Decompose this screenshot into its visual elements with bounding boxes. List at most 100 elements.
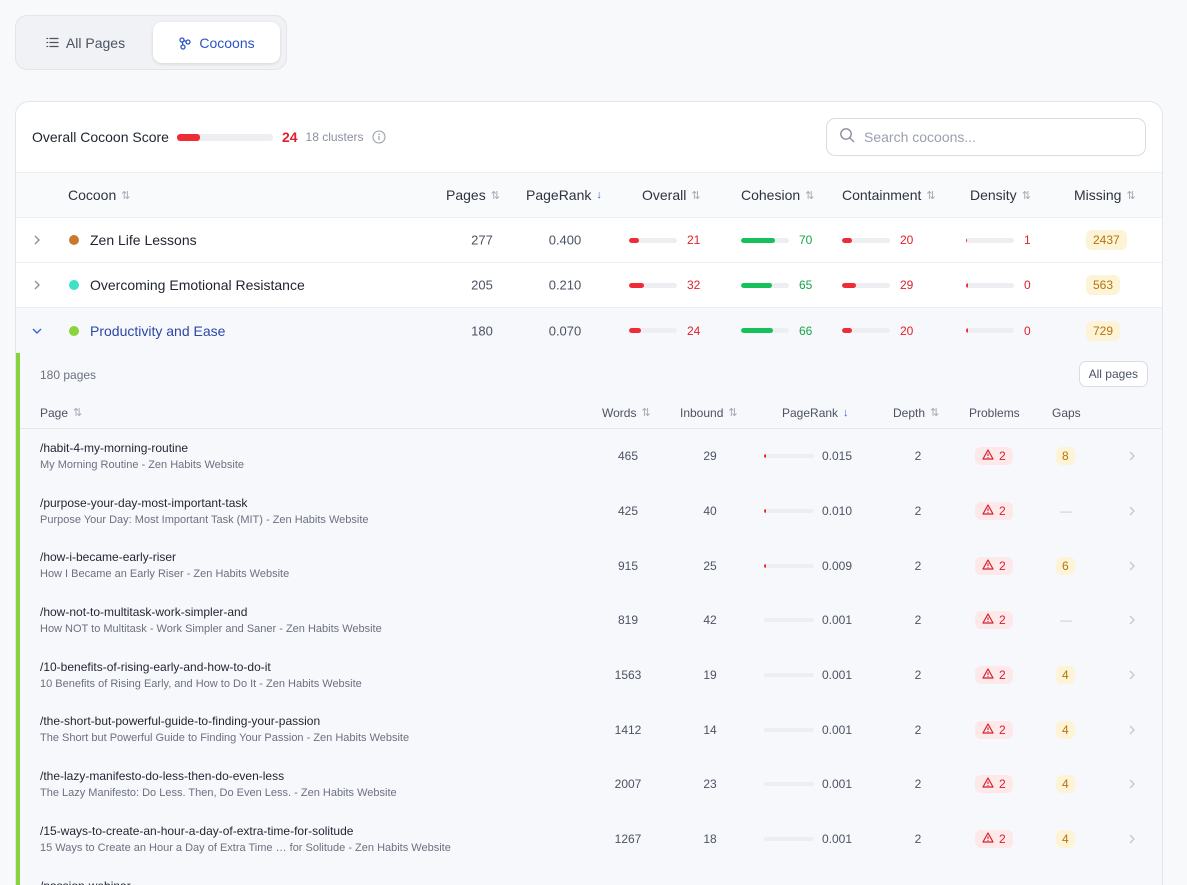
- warning-icon: [982, 832, 994, 846]
- page-row[interactable]: /passion-webinar: [20, 867, 1162, 885]
- col-depth[interactable]: Depth ⇅: [893, 405, 940, 420]
- search-box[interactable]: [826, 118, 1146, 156]
- cocoon-missing: 563: [1086, 275, 1121, 295]
- chevron-right-icon[interactable]: [1126, 505, 1138, 517]
- chevron-right-icon[interactable]: [1126, 833, 1138, 845]
- page-row[interactable]: /purpose-your-day-most-important-task Pur…: [20, 484, 1162, 539]
- page-depth: 2: [914, 504, 922, 519]
- cocoon-containment-value: 20: [900, 233, 914, 247]
- search-input[interactable]: [864, 129, 1124, 145]
- page-row[interactable]: /15-ways-to-create-an-hour-a-day-of-extr…: [20, 812, 1162, 867]
- col-density[interactable]: Density ⇅: [970, 187, 1031, 203]
- page-words: 915: [617, 558, 639, 573]
- tab-cocoons[interactable]: Cocoons: [153, 22, 280, 63]
- col-page[interactable]: Page ⇅: [40, 405, 83, 420]
- overall-score-value: 24: [281, 129, 298, 145]
- sort-icon: ⇅: [926, 189, 936, 202]
- problems-badge[interactable]: 2: [975, 611, 1013, 630]
- chevron-right-icon[interactable]: [1126, 614, 1138, 626]
- overall-score-label: Overall Cocoon Score: [32, 129, 169, 145]
- page-row[interactable]: /habit-4-my-morning-routine My Morning Ro…: [20, 429, 1162, 484]
- page-pagerank: 0.001: [764, 832, 852, 846]
- problems-badge[interactable]: 2: [975, 830, 1013, 849]
- warning-icon: [982, 723, 994, 737]
- all-pages-button[interactable]: All pages: [1078, 361, 1148, 387]
- cocoon-name[interactable]: Zen Life Lessons: [90, 232, 197, 248]
- problems-count: 2: [999, 558, 1006, 573]
- sort-desc-icon: ↓: [843, 406, 849, 419]
- col-inbound[interactable]: Inbound ⇅: [680, 405, 738, 420]
- chevron-right-icon[interactable]: [30, 278, 44, 292]
- page-row[interactable]: /10-benefits-of-rising-early-and-how-to-…: [20, 648, 1162, 703]
- page-path[interactable]: /the-short-but-powerful-guide-to-finding…: [40, 714, 321, 729]
- info-icon[interactable]: [372, 130, 386, 144]
- problems-badge[interactable]: 2: [975, 720, 1013, 739]
- cocoon-name[interactable]: Overcoming Emotional Resistance: [90, 277, 305, 293]
- page-path[interactable]: /10-benefits-of-rising-early-and-how-to-…: [40, 659, 271, 674]
- cocoon-color-dot: [69, 280, 79, 290]
- page-words: 819: [617, 613, 639, 628]
- chevron-right-icon[interactable]: [1126, 450, 1138, 462]
- cocoon-row[interactable]: Productivity and Ease 180 0.070 24 66 20 0 729: [16, 308, 1162, 353]
- page-pagerank-value: 0.009: [822, 558, 853, 573]
- chevron-right-icon[interactable]: [1126, 669, 1138, 681]
- col-containment[interactable]: Containment ⇅: [842, 187, 936, 203]
- overall-score-bar: [176, 133, 273, 141]
- cocoon-row[interactable]: Overcoming Emotional Resistance 205 0.210 3…: [16, 263, 1162, 308]
- col-pages[interactable]: Pages ⇅: [446, 187, 500, 203]
- page-path[interactable]: /purpose-your-day-most-important-task: [40, 495, 248, 510]
- cocoon-missing: 729: [1086, 320, 1121, 341]
- cocoon-pagerank: 0.210: [548, 277, 582, 293]
- page-pagerank-value: 0.001: [822, 832, 853, 847]
- cocoon-density-value: 0: [1024, 323, 1031, 338]
- cocoon-cohesion-value: 65: [799, 278, 813, 292]
- page-path[interactable]: /passion-webinar: [40, 879, 131, 885]
- cocoon-overall-value: 32: [687, 278, 701, 292]
- col-overall[interactable]: Overall ⇅: [642, 187, 701, 203]
- chevron-right-icon[interactable]: [1126, 560, 1138, 572]
- cocoon-pages: 205: [471, 277, 493, 293]
- problems-badge[interactable]: 2: [975, 775, 1013, 794]
- col-words[interactable]: Words ⇅: [602, 405, 651, 420]
- col-cocoon[interactable]: Cocoon ⇅: [68, 187, 131, 203]
- cocoon-containment-value: 29: [900, 278, 914, 292]
- page-path[interactable]: /15-ways-to-create-an-hour-a-day-of-extr…: [40, 823, 354, 838]
- page-path[interactable]: /habit-4-my-morning-routine: [40, 441, 189, 455]
- page-row[interactable]: /how-i-became-early-riser How I Became an…: [20, 538, 1162, 593]
- page-pagerank-bar: [764, 782, 814, 787]
- col-page-pagerank[interactable]: PageRank ↓: [782, 405, 849, 420]
- sort-icon: ⇅: [805, 189, 815, 202]
- problems-badge[interactable]: 2: [975, 666, 1013, 685]
- col-pagerank[interactable]: PageRank ↓: [526, 187, 602, 203]
- col-cohesion[interactable]: Cohesion ⇅: [741, 187, 815, 203]
- page-path[interactable]: /how-i-became-early-riser: [40, 550, 177, 565]
- chevron-right-icon[interactable]: [30, 233, 44, 247]
- cocoon-cohesion-value: 66: [799, 323, 813, 338]
- page-path[interactable]: /how-not-to-multitask-work-simpler-and: [40, 605, 248, 620]
- cocoon-name[interactable]: Productivity and Ease: [90, 322, 226, 339]
- tab-all-pages[interactable]: All Pages: [22, 22, 149, 63]
- chevron-right-icon[interactable]: [1126, 724, 1138, 736]
- cocoon-density-bar: [966, 237, 1014, 243]
- cocoon-row[interactable]: Zen Life Lessons 277 0.400 21 70 20 1 2437: [16, 218, 1162, 263]
- page-pagerank-bar: [764, 618, 814, 623]
- page-row[interactable]: /how-not-to-multitask-work-simpler-and Ho…: [20, 593, 1162, 648]
- col-missing[interactable]: Missing ⇅: [1074, 187, 1136, 203]
- gaps-badge: 4: [1056, 775, 1075, 794]
- problems-count: 2: [999, 832, 1006, 847]
- page-row[interactable]: /the-short-but-powerful-guide-to-finding…: [20, 702, 1162, 757]
- problems-badge[interactable]: 2: [975, 556, 1013, 575]
- page-pagerank-bar: [764, 673, 814, 678]
- cocoon-overall-value: 21: [687, 233, 701, 247]
- page-path[interactable]: /the-lazy-manifesto-do-less-then-do-even…: [40, 769, 285, 784]
- chevron-down-icon[interactable]: [30, 324, 44, 338]
- problems-badge[interactable]: 2: [975, 502, 1013, 521]
- cocoon-containment-bar: [842, 237, 890, 243]
- chevron-right-icon[interactable]: [1126, 778, 1138, 790]
- cocoon-rows: Zen Life Lessons 277 0.400 21 70 20 1 2437 Overc…: [16, 218, 1162, 353]
- sort-icon: ⇅: [641, 407, 651, 419]
- page-row[interactable]: /the-lazy-manifesto-do-less-then-do-even…: [20, 757, 1162, 812]
- problems-badge[interactable]: 2: [975, 447, 1013, 466]
- cocoon-overall-bar: [629, 237, 677, 243]
- page-pagerank-value: 0.001: [822, 613, 853, 628]
